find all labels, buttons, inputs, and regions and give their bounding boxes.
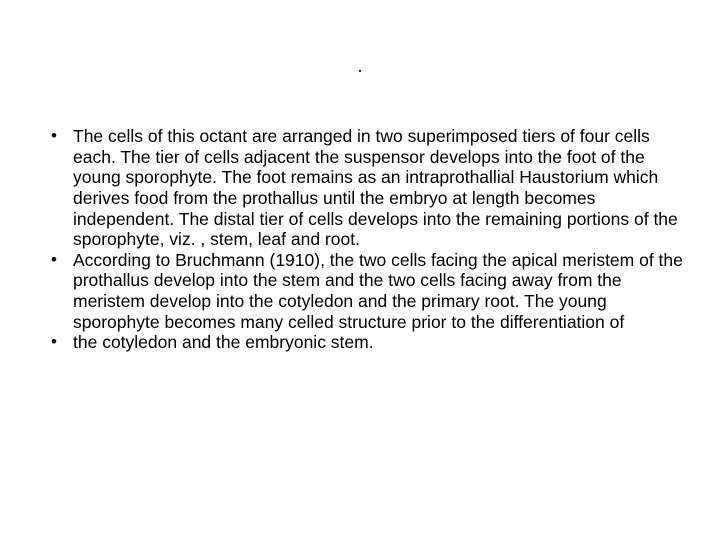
slide-title: . [0,56,720,77]
slide: . The cells of this octant are arranged … [0,0,720,540]
list-item: According to Bruchmann (1910), the two c… [45,250,685,333]
slide-body: The cells of this octant are arranged in… [45,126,685,353]
bullet-list: The cells of this octant are arranged in… [45,126,685,353]
bullet-text: According to Bruchmann (1910), the two c… [73,250,683,332]
bullet-text: the cotyledon and the embryonic stem. [73,332,374,352]
list-item: The cells of this octant are arranged in… [45,126,685,250]
bullet-text: The cells of this octant are arranged in… [73,126,678,249]
list-item: the cotyledon and the embryonic stem. [45,332,685,353]
